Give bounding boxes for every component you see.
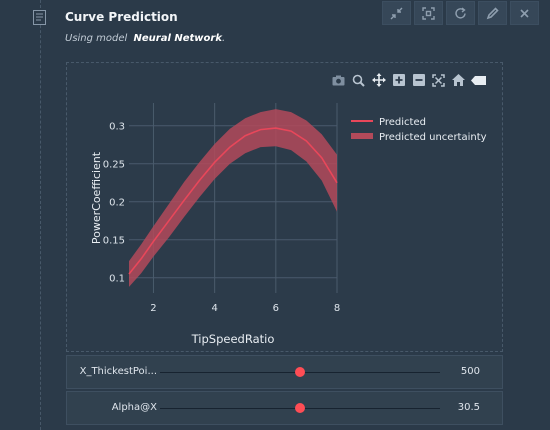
slider-label: Alpha@X bbox=[111, 402, 157, 413]
y-tick-label: 0.25 bbox=[103, 159, 125, 170]
model-name: Neural Network bbox=[133, 33, 222, 44]
zoom-out-icon[interactable] bbox=[411, 73, 426, 87]
y-tick-label: 0.3 bbox=[109, 121, 125, 132]
slider-row-x-thickest: X_ThickestPoi... 500 bbox=[66, 355, 503, 389]
slider-handle[interactable] bbox=[295, 403, 305, 413]
prediction-chart: 2 4 6 8 0.1 0.15 0.2 0.25 0.3 TipSpeedRatio Powe… bbox=[90, 103, 487, 346]
slider-value: 30.5 bbox=[457, 402, 480, 413]
collapse-icon[interactable] bbox=[382, 1, 411, 25]
x-tick-label: 6 bbox=[273, 303, 279, 314]
camera-icon[interactable] bbox=[331, 73, 346, 87]
y-tick-label: 0.1 bbox=[109, 273, 125, 284]
y-tick-label: 0.2 bbox=[109, 197, 125, 208]
zoom-in-icon[interactable] bbox=[391, 73, 406, 87]
legend-swatch-uncertainty[interactable] bbox=[351, 133, 373, 139]
x-axis-label: TipSpeedRatio bbox=[191, 332, 275, 346]
slider-label: X_ThickestPoi... bbox=[79, 366, 157, 377]
card-toolbar bbox=[382, 1, 539, 25]
pan-icon[interactable] bbox=[371, 73, 386, 87]
gutter-line bbox=[40, 0, 41, 430]
edit-icon[interactable] bbox=[478, 1, 507, 25]
legend: Predicted Predicted uncertainty bbox=[351, 117, 487, 143]
predicted-line bbox=[128, 127, 338, 275]
model-subtitle: Using model Neural Network. bbox=[65, 33, 225, 44]
legend-label-uncertainty[interactable]: Predicted uncertainty bbox=[379, 132, 487, 143]
toggle-spike-icon[interactable] bbox=[471, 73, 486, 87]
x-tick-label: 4 bbox=[211, 303, 217, 314]
card-title: Curve Prediction bbox=[65, 10, 178, 24]
close-icon[interactable] bbox=[510, 1, 539, 25]
slider-handle[interactable] bbox=[295, 367, 305, 377]
plot-modebar bbox=[331, 73, 486, 87]
y-axis-label: PowerCoefficient bbox=[90, 151, 103, 244]
subtitle-suffix: . bbox=[221, 33, 226, 44]
slider-value: 500 bbox=[460, 366, 480, 377]
refresh-icon[interactable] bbox=[446, 1, 475, 25]
expand-icon[interactable] bbox=[414, 1, 443, 25]
slider-row-alpha: Alpha@X 30.5 bbox=[66, 391, 503, 425]
y-tick-label: 0.15 bbox=[103, 235, 125, 246]
document-icon bbox=[33, 10, 46, 25]
zoom-icon[interactable] bbox=[351, 73, 366, 87]
legend-label-predicted[interactable]: Predicted bbox=[379, 117, 426, 128]
x-tick-label: 8 bbox=[334, 303, 340, 314]
reset-axes-icon[interactable] bbox=[451, 73, 466, 87]
subtitle-prefix: Using model bbox=[65, 33, 128, 44]
autoscale-icon[interactable] bbox=[431, 73, 446, 87]
uncertainty-band bbox=[129, 109, 337, 287]
chart-panel: 2 4 6 8 0.1 0.15 0.2 0.25 0.3 TipSpeedRatio Powe… bbox=[66, 62, 503, 352]
x-tick-label: 2 bbox=[150, 303, 156, 314]
